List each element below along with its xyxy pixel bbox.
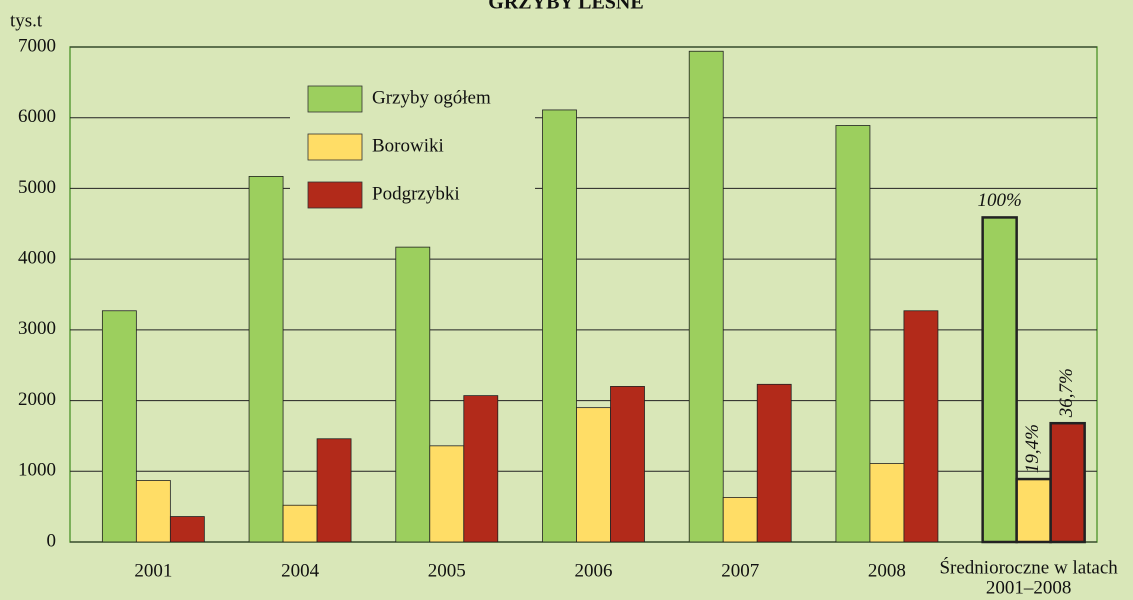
annotation: 100% (977, 190, 1021, 211)
legend-label: Grzyby ogółem (372, 87, 491, 108)
x-tick-label: 2008 (868, 560, 906, 581)
annotation: 36,7% (1056, 368, 1077, 418)
bar (688, 50, 724, 543)
x-tick-label: 2006 (575, 560, 613, 581)
bar (722, 497, 758, 543)
y-axis-label: tys.t (10, 10, 43, 31)
x-tick-label: 2007 (721, 560, 759, 581)
y-tick-label: 5000 (18, 177, 56, 198)
bar (576, 407, 611, 543)
bar (135, 480, 171, 543)
x-tick-label: 2001 (134, 560, 172, 581)
x-tick-label: 2001–2008 (986, 577, 1072, 598)
legend-label: Borowiki (372, 135, 444, 156)
bar (101, 310, 137, 543)
bar (169, 516, 205, 543)
bar (463, 395, 499, 543)
x-tick-label: Średnioroczne w latach (939, 556, 1118, 578)
bar (756, 383, 792, 543)
bar (395, 246, 431, 543)
legend-swatch (307, 181, 363, 209)
y-tick-label: 7000 (18, 35, 56, 56)
bar (1015, 477, 1052, 544)
bar (835, 125, 871, 543)
bar (282, 504, 318, 543)
bar (429, 445, 465, 543)
y-tick-label: 3000 (18, 318, 56, 339)
y-tick-label: 6000 (18, 106, 56, 127)
annotation: 19,4% (1022, 424, 1043, 473)
legend-swatch (307, 85, 363, 113)
bar (316, 438, 352, 543)
y-tick-label: 2000 (18, 389, 56, 410)
bar (1049, 421, 1086, 544)
legend-swatch (307, 133, 363, 161)
bar (610, 386, 645, 543)
y-tick-label: 1000 (18, 460, 56, 481)
y-tick-label: 4000 (18, 248, 56, 269)
y-tick-label: 0 (47, 530, 57, 551)
bar (542, 109, 577, 543)
bar (869, 463, 905, 543)
chart-title: GRZYBY LEŚNE (488, 0, 643, 14)
x-tick-label: 2004 (281, 560, 320, 581)
bar (903, 310, 939, 543)
bar (248, 176, 284, 543)
bar (981, 216, 1018, 544)
x-tick-label: 2005 (428, 560, 466, 581)
legend-label: Podgrzybki (372, 183, 460, 204)
